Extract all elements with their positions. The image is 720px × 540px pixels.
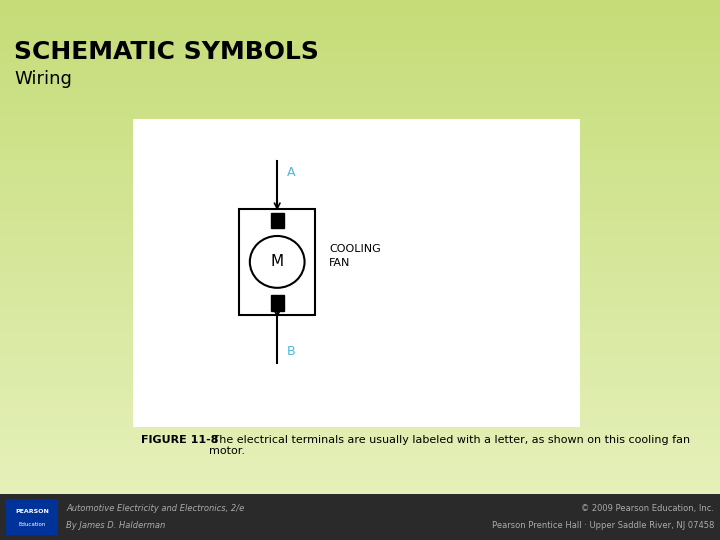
- Text: A: A: [287, 166, 296, 179]
- Text: Automotive Electricity and Electronics, 2/e: Automotive Electricity and Electronics, …: [66, 504, 244, 513]
- Text: The electrical terminals are usually labeled with a letter, as shown on this coo: The electrical terminals are usually lab…: [210, 435, 690, 456]
- Text: Wiring: Wiring: [14, 70, 72, 88]
- Text: M: M: [271, 254, 284, 269]
- Text: PEARSON: PEARSON: [15, 509, 49, 514]
- Text: © 2009 Pearson Education, Inc.: © 2009 Pearson Education, Inc.: [581, 504, 714, 513]
- Bar: [271, 213, 284, 228]
- Text: By James D. Halderman: By James D. Halderman: [66, 521, 166, 530]
- Bar: [0, 494, 720, 540]
- Text: Pearson Prentice Hall · Upper Saddle River, NJ 07458: Pearson Prentice Hall · Upper Saddle Riv…: [492, 521, 714, 530]
- Text: Education: Education: [18, 522, 45, 528]
- Text: COOLING
FAN: COOLING FAN: [329, 244, 381, 268]
- Bar: [6, 499, 58, 535]
- Ellipse shape: [250, 236, 305, 288]
- Bar: [271, 295, 284, 310]
- Text: FIGURE 11-8: FIGURE 11-8: [141, 435, 219, 444]
- Bar: [133, 119, 580, 427]
- Bar: [239, 209, 315, 314]
- Text: SCHEMATIC SYMBOLS: SCHEMATIC SYMBOLS: [14, 40, 319, 64]
- Text: B: B: [287, 345, 296, 357]
